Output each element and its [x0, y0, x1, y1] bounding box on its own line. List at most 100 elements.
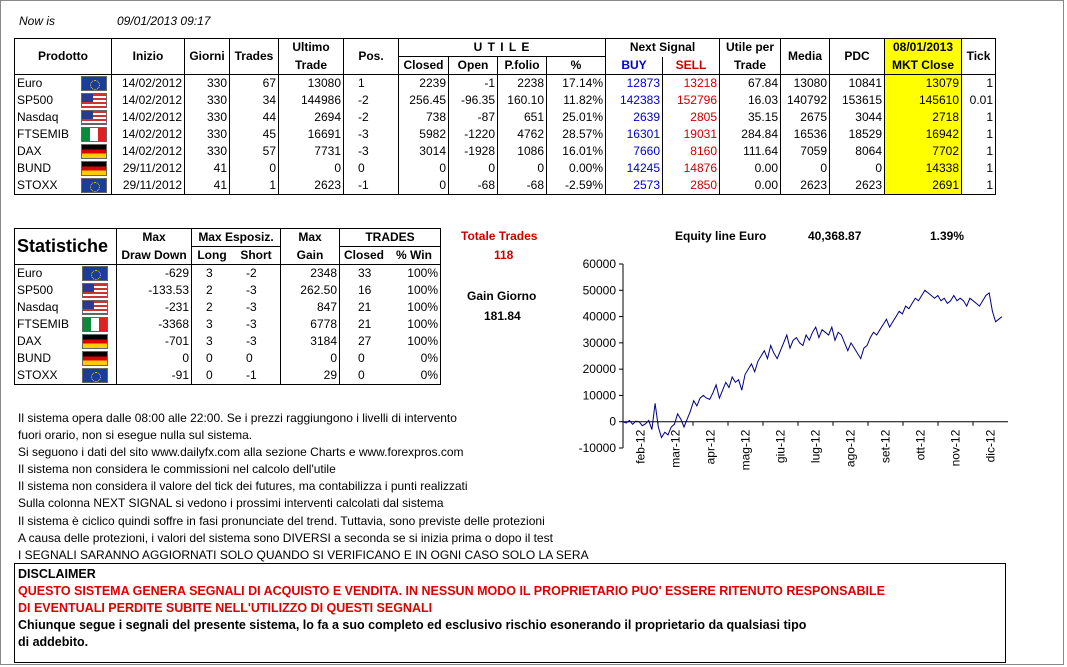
it-flag-icon [81, 127, 107, 142]
stats-row: Nasdaq -231 2 -3 847 21 100% [14, 299, 441, 316]
pdc-cell: 10841 [829, 74, 885, 92]
y-tick-label: 10000 [583, 388, 617, 402]
product-name: DAX [17, 144, 42, 158]
buy-cell: 142383 [605, 92, 663, 109]
now-value: 09/01/2013 09:17 [117, 14, 211, 28]
sell-cell: 8160 [662, 143, 720, 160]
short-cell: -2 [246, 266, 257, 280]
product-cell: DAX [14, 143, 112, 160]
product-name: Euro [17, 76, 43, 90]
totale-trades-label: Totale Trades [461, 229, 538, 243]
table-row: DAX 14/02/2012 330 57 7731 -3 3014 -1928 1086 16.… [14, 143, 996, 160]
equity-line-pct: 1.39% [930, 229, 965, 243]
closed-trades-cell: 27 [339, 333, 388, 350]
product-name: STOXX [17, 178, 58, 192]
inizio-cell: 14/02/2012 [111, 92, 185, 109]
disclaimer-box: DISCLAIMER QUESTO SISTEMA GENERA SEGNALI… [14, 563, 1006, 663]
sell-cell: 2850 [662, 177, 720, 195]
pos-cell: -3 [343, 126, 399, 143]
disclaimer-text-1: Chiunque segue i segnali del presente si… [18, 618, 807, 632]
long-cell: 2 [191, 282, 232, 299]
pos-cell: -1 [343, 177, 399, 195]
utile-per-cell: 16.03 [719, 92, 781, 109]
y-tick-label: 50000 [583, 283, 617, 297]
de-flag-icon [81, 161, 107, 176]
us-flag-icon [82, 300, 108, 316]
pct-cell: -2.59% [546, 177, 606, 195]
long-cell: 3 [191, 333, 232, 350]
x-tick-label: ott-12 [914, 429, 928, 460]
closed-cell: 3014 [398, 143, 449, 160]
trades-cell: 0 [229, 160, 279, 177]
stats-row: SP500 -133.53 2 -3 262.50 16 100% [14, 282, 441, 299]
product-name: BUND [17, 161, 52, 175]
short-cell: -1 [232, 367, 281, 385]
note-line: Il sistema è ciclico quindi soffre in fa… [18, 513, 545, 528]
trades-cell: 44 [229, 109, 279, 126]
giorni-cell: 330 [184, 143, 230, 160]
pfolio-cell: -68 [497, 177, 547, 195]
ultimo-cell: 13080 [278, 74, 344, 92]
stats-col-maxgain: Max [280, 228, 340, 247]
disclaimer-text-2: di addebito. [18, 635, 89, 649]
long-cell: 3 [191, 264, 232, 282]
de-flag-icon [82, 334, 108, 350]
y-tick-label: 30000 [583, 336, 617, 350]
win-cell: 100% [388, 264, 441, 282]
col-pfolio: P.folio [497, 56, 547, 75]
col-mkt-close: MKT Close [884, 56, 962, 75]
product-cell: FTSEMIB [14, 126, 112, 143]
equity-line [622, 289, 1003, 439]
tick-cell: 1 [961, 109, 996, 126]
closed-trades-cell: 21 [339, 299, 388, 316]
col-utile-per: Utile per [719, 38, 781, 57]
stats-product-name: STOXX [14, 367, 81, 385]
media-cell: 13080 [780, 74, 830, 92]
gain-cell: 262.50 [280, 282, 340, 299]
pfolio-cell: 651 [497, 109, 547, 126]
col-utile-per-2: Trade [719, 56, 781, 75]
stats-row: DAX -701 3 -3 3184 27 100% [14, 333, 441, 350]
utile-per-cell: 111.64 [719, 143, 781, 160]
buy-cell: 7660 [605, 143, 663, 160]
stats-row: STOXX -91 0 -1 29 0 0% [14, 367, 441, 385]
pfolio-cell: 0 [497, 160, 547, 177]
col-pos: Pos. [343, 38, 399, 75]
inizio-cell: 29/11/2012 [111, 177, 185, 195]
giorni-cell: 330 [184, 92, 230, 109]
closed-trades-cell: 0 [339, 367, 388, 385]
gain-cell: 3184 [280, 333, 340, 350]
media-cell: 0 [780, 160, 830, 177]
positions-table: Prodotto Inizio Giorni Trades Ultimo Pos… [14, 38, 996, 195]
product-name: SP500 [17, 93, 54, 107]
mkt-close-cell: 7702 [884, 143, 962, 160]
stats-col-long: Long [191, 246, 232, 265]
open-cell: -87 [448, 109, 498, 126]
stats-row: BUND 0 0 0 0 0 0% [14, 350, 441, 367]
y-tick-label: 40000 [583, 310, 617, 324]
totale-trades-value: 118 [494, 248, 514, 262]
giorni-cell: 41 [184, 160, 230, 177]
product-name: Nasdaq [17, 110, 59, 124]
flag-cell [81, 282, 117, 299]
short-cell: 0 [246, 351, 253, 365]
stats-product-name: BUND [14, 350, 81, 367]
closed-cell: 2239 [398, 74, 449, 92]
y-tick-label: 0 [609, 415, 616, 429]
open-cell: -1220 [448, 126, 498, 143]
pfolio-cell: 160.10 [497, 92, 547, 109]
stats-product-name: Euro [14, 264, 81, 282]
note-line: Il sistema non considera il valore del t… [18, 479, 468, 494]
table-row: FTSEMIB 14/02/2012 330 45 16691 -3 5982 -1220 47… [14, 126, 996, 143]
y-tick-label: -10000 [579, 441, 617, 455]
x-tick-label: apr-12 [704, 429, 718, 464]
ultimo-cell: 2694 [278, 109, 344, 126]
short-cell: -3 [246, 334, 257, 348]
closed-cell: 5982 [398, 126, 449, 143]
gain-cell: 2348 [280, 264, 340, 282]
stats-title: Statistiche [14, 228, 117, 265]
closed-cell: 738 [398, 109, 449, 126]
col-pdc: PDC [829, 38, 885, 75]
open-cell: -96.35 [448, 92, 498, 109]
pdc-cell: 18529 [829, 126, 885, 143]
